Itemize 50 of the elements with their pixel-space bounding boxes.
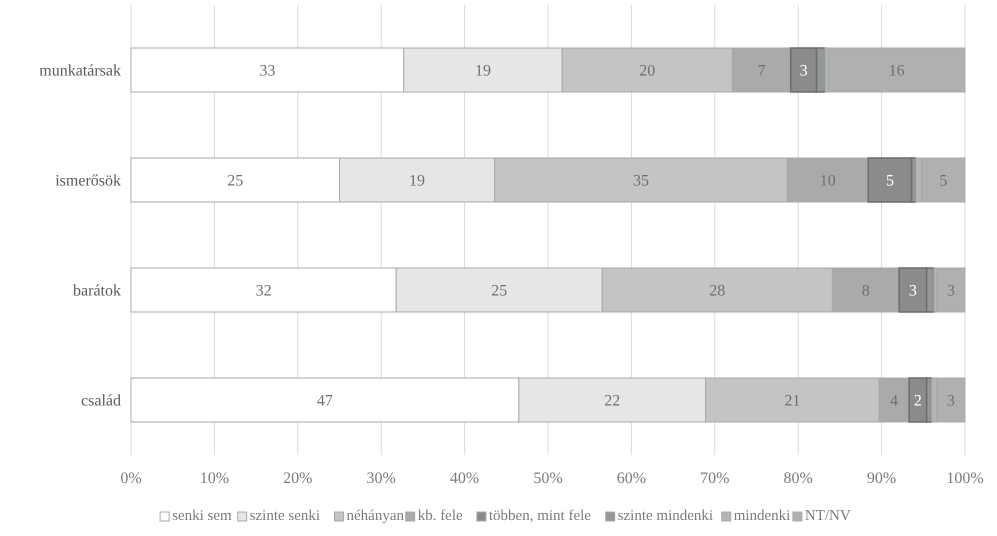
data-label: 16 xyxy=(888,62,905,80)
bar xyxy=(828,48,966,92)
x-tick-label: 0% xyxy=(120,470,142,487)
x-tick-label: 50% xyxy=(533,470,563,487)
x-tick-label: 90% xyxy=(866,470,896,487)
data-label: 3 xyxy=(908,282,917,300)
x-tick-label: 100% xyxy=(946,470,984,487)
data-label: 4 xyxy=(890,392,898,410)
data-label: 19 xyxy=(409,172,426,190)
legend-label: szinte mindenki xyxy=(618,508,714,524)
data-label: 3 xyxy=(946,282,955,300)
data-label: 28 xyxy=(709,282,726,300)
data-label: 20 xyxy=(639,62,656,80)
legend-label: néhányan xyxy=(346,508,404,524)
x-tick-label: 20% xyxy=(283,470,312,487)
y-tick-label: munkatársak xyxy=(39,62,121,80)
y-tick-label: ismerősök xyxy=(55,172,121,190)
x-tick-label: 60% xyxy=(616,470,646,487)
legend-label: szinte senki xyxy=(250,508,320,524)
legend-label: mindenki xyxy=(734,508,790,524)
y-tick-label: család xyxy=(81,392,121,410)
data-label: 19 xyxy=(474,62,491,80)
data-label: 3 xyxy=(946,392,955,410)
data-label: 35 xyxy=(632,172,649,190)
bar xyxy=(936,268,966,312)
data-label: 7 xyxy=(758,62,766,80)
x-tick-label: 30% xyxy=(366,470,396,487)
data-label: 25 xyxy=(227,172,244,190)
data-label: 22 xyxy=(604,392,620,410)
data-label: 3 xyxy=(800,62,808,80)
legend-label: NT/NV xyxy=(804,508,851,524)
x-tick-label: 10% xyxy=(200,470,230,487)
bar xyxy=(868,157,912,203)
data-label: 21 xyxy=(784,392,800,410)
y-tick-label: barátok xyxy=(73,282,121,300)
data-label: 32 xyxy=(256,282,272,300)
x-tick-label: 40% xyxy=(450,470,480,487)
legend-label: többen, mint fele xyxy=(488,508,592,524)
data-label: 8 xyxy=(862,282,870,300)
x-tick-label: 70% xyxy=(700,470,730,487)
data-label: 25 xyxy=(491,282,508,300)
legend-label: senki sem xyxy=(172,508,232,524)
x-tick-label: 80% xyxy=(784,470,813,487)
legend-label: kb. fele xyxy=(418,508,464,524)
data-label: 47 xyxy=(316,392,333,410)
data-label: 5 xyxy=(939,172,948,190)
data-label: 33 xyxy=(259,62,276,80)
data-label: 2 xyxy=(914,392,922,410)
data-label: 5 xyxy=(886,172,894,190)
data-label: 10 xyxy=(820,172,836,190)
